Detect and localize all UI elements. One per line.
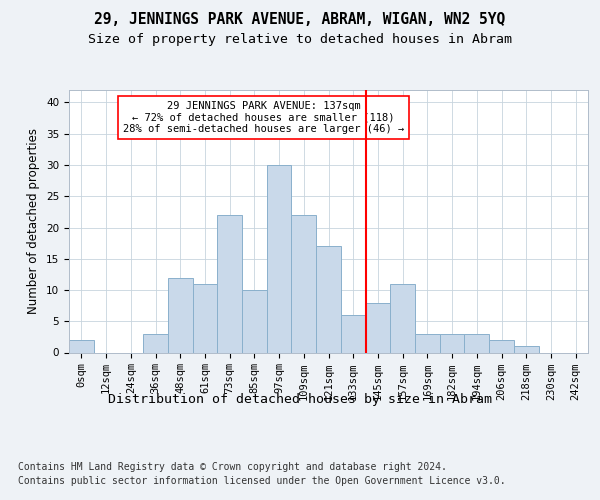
- Bar: [489, 340, 514, 352]
- Bar: [217, 215, 242, 352]
- Bar: [143, 334, 168, 352]
- Bar: [514, 346, 539, 352]
- Bar: [341, 315, 365, 352]
- Bar: [69, 340, 94, 352]
- Text: 29 JENNINGS PARK AVENUE: 137sqm
← 72% of detached houses are smaller (118)
28% o: 29 JENNINGS PARK AVENUE: 137sqm ← 72% of…: [123, 101, 404, 134]
- Bar: [440, 334, 464, 352]
- Bar: [316, 246, 341, 352]
- Text: Contains HM Land Registry data © Crown copyright and database right 2024.: Contains HM Land Registry data © Crown c…: [18, 462, 447, 472]
- Bar: [267, 165, 292, 352]
- Bar: [390, 284, 415, 352]
- Y-axis label: Number of detached properties: Number of detached properties: [28, 128, 40, 314]
- Text: Distribution of detached houses by size in Abram: Distribution of detached houses by size …: [108, 392, 492, 406]
- Bar: [168, 278, 193, 352]
- Text: 29, JENNINGS PARK AVENUE, ABRAM, WIGAN, WN2 5YQ: 29, JENNINGS PARK AVENUE, ABRAM, WIGAN, …: [94, 12, 506, 28]
- Text: Size of property relative to detached houses in Abram: Size of property relative to detached ho…: [88, 32, 512, 46]
- Text: Contains public sector information licensed under the Open Government Licence v3: Contains public sector information licen…: [18, 476, 506, 486]
- Bar: [292, 215, 316, 352]
- Bar: [464, 334, 489, 352]
- Bar: [242, 290, 267, 352]
- Bar: [193, 284, 217, 352]
- Bar: [365, 302, 390, 352]
- Bar: [415, 334, 440, 352]
